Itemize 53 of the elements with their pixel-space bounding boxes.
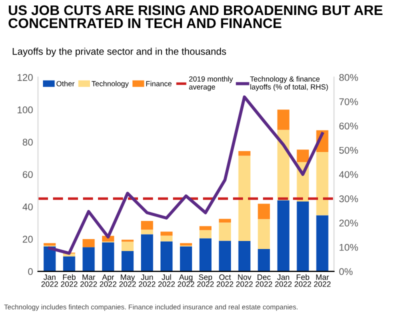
bar [180, 243, 192, 246]
y2-tick-label: 20% [339, 220, 358, 227]
bar [63, 256, 76, 272]
bar [218, 240, 231, 272]
bar [141, 220, 154, 230]
y-tick-label: 40 [22, 203, 33, 210]
bar [141, 230, 154, 234]
bar [102, 242, 114, 272]
bar [82, 247, 95, 272]
y-tick-label: 120 [18, 74, 33, 81]
bar [160, 232, 173, 236]
y2-tick-label: 60% [339, 122, 358, 130]
bar [238, 151, 250, 156]
y-tick-label: 20 [22, 236, 33, 243]
bar [160, 236, 173, 242]
y2-tick-label: 10% [340, 244, 358, 251]
y-tick-label: 0 [28, 268, 33, 276]
y-tick-label: 100 [18, 106, 33, 114]
y-tick-label: 60 [22, 171, 33, 178]
bar [277, 110, 290, 130]
chart-title: US JOB CUTS ARE RISING AND BROADENING BUT ARE CONCENTRATED IN TECH AND FINANCE [8, 5, 382, 28]
bar [160, 241, 173, 272]
bar [180, 246, 192, 272]
y2-tick-label: 30% [339, 195, 358, 202]
bar [296, 150, 309, 162]
bar [122, 242, 134, 252]
y2-tick-label: 40% [339, 171, 358, 178]
bar [296, 202, 309, 272]
bar [238, 156, 250, 242]
bar [258, 248, 270, 272]
bar [199, 226, 212, 230]
line-series [48, 95, 324, 255]
bar [122, 251, 134, 272]
bar [82, 239, 95, 248]
bar [199, 230, 212, 238]
bar [218, 222, 231, 241]
bar [238, 241, 250, 272]
bar [277, 200, 290, 272]
bar [44, 243, 56, 246]
bar [199, 238, 212, 272]
bar [44, 246, 56, 272]
bar [258, 219, 270, 249]
y2-tick-label: 0% [339, 268, 353, 276]
bar [258, 204, 270, 220]
y2-tick-label: 70% [339, 98, 358, 106]
y-tick-label: 80 [22, 138, 33, 146]
bar [316, 152, 328, 216]
chart-subtitle: Layoffs by the private sector and in the thousands [12, 48, 226, 57]
bar [141, 234, 154, 272]
bar [316, 215, 328, 272]
bar [218, 218, 231, 223]
y2-tick-label: 80% [339, 74, 358, 81]
y2-tick-label: 50% [339, 146, 358, 154]
